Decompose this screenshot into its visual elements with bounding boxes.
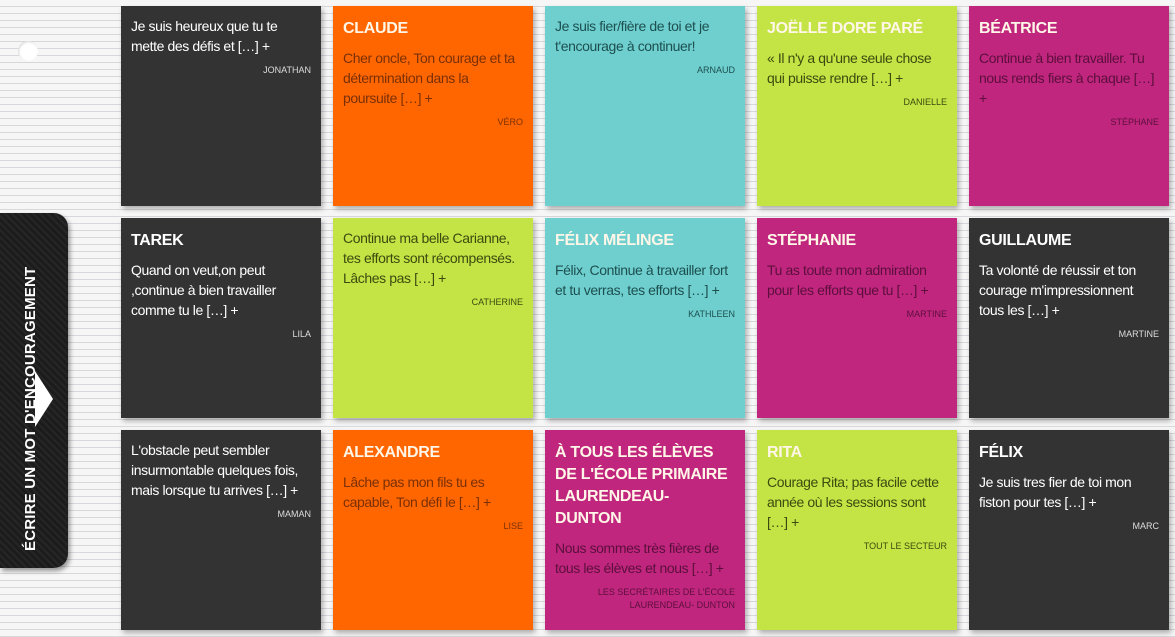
card-message[interactable]: Quand on veut,on peut ,continue à bien t…	[131, 262, 276, 318]
card-message[interactable]: L'obstacle peut sembler insurmontable qu…	[131, 442, 299, 498]
arrow-right-icon	[35, 371, 53, 427]
card-title: BÉATRICE	[979, 20, 1058, 37]
card-author: LILA	[292, 329, 311, 339]
message-card[interactable]: Continue ma belle Carianne, tes efforts …	[333, 218, 533, 418]
message-card[interactable]: Je suis heureux que tu te mette des défi…	[121, 6, 321, 206]
card-author: LISE	[503, 521, 523, 531]
card-author: ARNAUD	[696, 65, 735, 75]
card-title: JOËLLE DORE PARÉ	[767, 20, 923, 37]
message-card[interactable]: GUILLAUME Ta volonté de réussir et ton co…	[969, 218, 1169, 418]
message-card[interactable]: STÉPHANIE Tu as toute mon admiration pour…	[757, 218, 957, 418]
card-author: JONATHAN	[263, 65, 311, 75]
card-message[interactable]: Ta volonté de réussir et ton courage m'i…	[979, 262, 1136, 318]
card-author: VÉRO	[497, 117, 523, 127]
message-card[interactable]: TAREK Quand on veut,on peut ,continue à b…	[121, 218, 321, 418]
card-title: STÉPHANIE	[767, 232, 856, 249]
card-message[interactable]: Tu as toute mon admiration pour les effo…	[767, 262, 929, 298]
card-title: RITA	[767, 444, 802, 461]
card-author: STÉPHANE	[1110, 117, 1159, 127]
card-author: MARC	[1132, 521, 1160, 531]
card-title: CLAUDE	[343, 20, 408, 37]
card-message[interactable]: Continue ma belle Carianne, tes efforts …	[343, 230, 515, 286]
message-card[interactable]: FÉLIX Je suis tres fier de toi mon fiston…	[969, 430, 1169, 630]
write-encouragement-tab[interactable]: ÉCRIRE UN MOT D'ENCOURAGEMENT	[0, 213, 68, 568]
card-title: TAREK	[131, 232, 184, 249]
message-card[interactable]: À TOUS LES ÉLÈVES DE L'ÉCOLE PRIMAIRE LA…	[545, 430, 745, 630]
message-grid: Je suis heureux que tu te mette des défi…	[121, 6, 1169, 630]
message-card[interactable]: JOËLLE DORE PARÉ « Il n'y a qu'une seule …	[757, 6, 957, 206]
card-title: GUILLAUME	[979, 232, 1072, 249]
card-message[interactable]: Courage Rita; pas facile cette année où …	[767, 474, 939, 530]
card-message[interactable]: Félix, Continue à travailler fort et tu …	[555, 262, 728, 298]
card-author: TOUT LE SECTEUR	[863, 541, 947, 551]
card-author: DANIELLE	[903, 97, 947, 107]
message-card[interactable]: L'obstacle peut sembler insurmontable qu…	[121, 430, 321, 630]
binder-hole	[18, 41, 38, 61]
card-message[interactable]: Je suis fier/fière de toi et je t'encour…	[555, 18, 710, 54]
card-author: MARTINE	[906, 309, 947, 319]
card-title: ALEXANDRE	[343, 444, 440, 461]
message-card[interactable]: Je suis fier/fière de toi et je t'encour…	[545, 6, 745, 206]
message-card[interactable]: FÉLIX MÉLINGE Félix, Continue à travaille…	[545, 218, 745, 418]
card-title: FÉLIX MÉLINGE	[555, 232, 674, 249]
card-author: MARTINE	[1118, 329, 1159, 339]
message-card[interactable]: BÉATRICE Continue à bien travailler. Tu n…	[969, 6, 1169, 206]
card-author: MAMAN	[277, 509, 312, 519]
card-message[interactable]: Cher oncle, Ton courage et ta déterminat…	[343, 50, 515, 106]
card-message[interactable]: Continue à bien travailler. Tu nous rend…	[979, 50, 1155, 106]
card-title: À TOUS LES ÉLÈVES DE L'ÉCOLE PRIMAIRE LA…	[555, 444, 728, 527]
card-author: KATHLEEN	[688, 309, 735, 319]
card-message[interactable]: Je suis tres fier de toi mon fiston pour…	[979, 474, 1132, 510]
message-card[interactable]: ALEXANDRE Lâche pas mon fils tu es capabl…	[333, 430, 533, 630]
card-message[interactable]: Lâche pas mon fils tu es capable, Ton dé…	[343, 474, 491, 510]
card-author: CATHERINE	[471, 297, 523, 307]
card-title: FÉLIX	[979, 444, 1023, 461]
card-message[interactable]: Nous sommes très fières de tous les élèv…	[555, 540, 724, 576]
message-card[interactable]: RITA Courage Rita; pas facile cette année…	[757, 430, 957, 630]
message-card[interactable]: CLAUDE Cher oncle, Ton courage et ta déte…	[333, 6, 533, 206]
card-author: LES SECRÉTAIRES DE L'ÉCOLE LAURENDEAU- D…	[597, 587, 735, 610]
card-message[interactable]: « Il n'y a qu'une seule chose qui puisse…	[767, 50, 932, 86]
card-message[interactable]: Je suis heureux que tu te mette des défi…	[131, 18, 278, 54]
